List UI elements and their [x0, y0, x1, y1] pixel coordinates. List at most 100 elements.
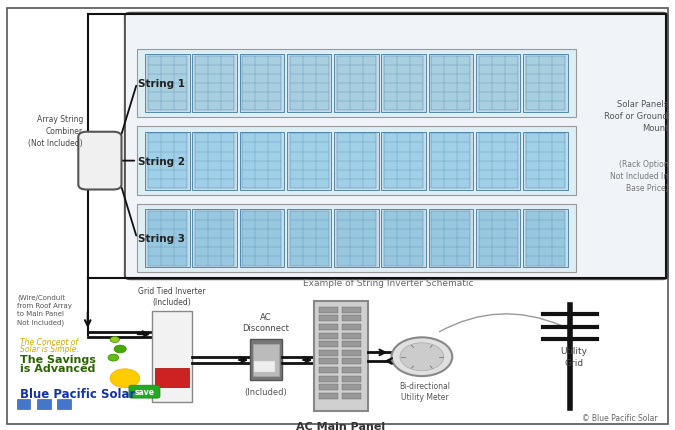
Bar: [17, 399, 30, 409]
Bar: [342, 393, 361, 399]
Bar: [342, 316, 361, 322]
Bar: [479, 56, 518, 111]
Bar: [287, 55, 331, 113]
Text: String 1: String 1: [138, 79, 186, 89]
Circle shape: [114, 345, 126, 353]
Circle shape: [108, 354, 119, 361]
Bar: [57, 399, 71, 409]
Bar: [195, 134, 234, 188]
Bar: [290, 134, 329, 188]
Text: String 3: String 3: [138, 233, 186, 244]
Bar: [240, 132, 284, 190]
Bar: [137, 49, 576, 118]
Bar: [319, 341, 338, 347]
Bar: [337, 56, 376, 111]
Bar: [381, 132, 426, 190]
Bar: [429, 132, 473, 190]
Text: The Savings: The Savings: [20, 354, 96, 364]
FancyBboxPatch shape: [129, 385, 160, 398]
Bar: [384, 56, 423, 111]
Bar: [476, 132, 520, 190]
Bar: [319, 324, 338, 330]
Text: AC Main Panel: AC Main Panel: [296, 421, 385, 430]
Text: is Advanced: is Advanced: [20, 363, 96, 374]
Bar: [334, 210, 379, 267]
Circle shape: [110, 337, 119, 343]
Circle shape: [400, 343, 443, 371]
Bar: [192, 210, 237, 267]
Bar: [342, 324, 361, 330]
Text: (Rack Option
Not Included In
Base Price): (Rack Option Not Included In Base Price): [610, 160, 668, 193]
Bar: [337, 134, 376, 188]
Bar: [290, 212, 329, 266]
Bar: [479, 212, 518, 266]
Bar: [429, 210, 473, 267]
Bar: [342, 376, 361, 382]
Bar: [253, 344, 279, 376]
Bar: [526, 56, 565, 111]
Bar: [319, 307, 338, 313]
Bar: [429, 55, 473, 113]
Bar: [287, 210, 331, 267]
Text: Blue Pacific Solar: Blue Pacific Solar: [20, 387, 136, 400]
Bar: [254, 361, 275, 372]
Bar: [319, 393, 338, 399]
Bar: [145, 132, 190, 190]
Bar: [523, 210, 568, 267]
Bar: [381, 210, 426, 267]
Bar: [240, 210, 284, 267]
Bar: [195, 212, 234, 266]
Bar: [242, 56, 281, 111]
Bar: [319, 333, 338, 339]
Text: AC
Disconnect: AC Disconnect: [242, 313, 290, 332]
Bar: [431, 56, 470, 111]
Bar: [155, 368, 189, 387]
Text: Example of String Inverter Schematic: Example of String Inverter Schematic: [303, 279, 473, 287]
Bar: [431, 212, 470, 266]
Bar: [384, 212, 423, 266]
FancyBboxPatch shape: [125, 14, 668, 280]
Bar: [242, 212, 281, 266]
Bar: [242, 134, 281, 188]
Bar: [342, 359, 361, 365]
Bar: [476, 55, 520, 113]
Bar: [319, 316, 338, 322]
Bar: [337, 212, 376, 266]
Bar: [342, 350, 361, 356]
Circle shape: [110, 369, 140, 388]
Bar: [137, 205, 576, 273]
Text: (Included): (Included): [244, 387, 288, 396]
Text: Bi-directional
Utility Meter: Bi-directional Utility Meter: [400, 381, 451, 402]
Bar: [523, 55, 568, 113]
Bar: [384, 134, 423, 188]
Bar: [342, 367, 361, 373]
Text: (Wire/Conduit
from Roof Array
to Main Panel
Not Included): (Wire/Conduit from Roof Array to Main Pa…: [17, 294, 72, 325]
Bar: [319, 376, 338, 382]
Bar: [145, 55, 190, 113]
Bar: [250, 340, 282, 381]
Bar: [148, 134, 187, 188]
Bar: [319, 359, 338, 365]
Text: © Blue Pacific Solar: © Blue Pacific Solar: [583, 413, 658, 421]
Text: String 2: String 2: [138, 156, 186, 166]
Bar: [319, 350, 338, 356]
Text: save: save: [134, 387, 155, 396]
Bar: [319, 367, 338, 373]
Text: The Concept of: The Concept of: [20, 338, 78, 346]
Text: Utility
Grid: Utility Grid: [560, 346, 587, 367]
Bar: [287, 132, 331, 190]
Bar: [37, 399, 51, 409]
Text: Array String
Combiner
(Not Included): Array String Combiner (Not Included): [28, 115, 83, 147]
Bar: [334, 55, 379, 113]
Bar: [342, 307, 361, 313]
Bar: [342, 341, 361, 347]
Bar: [431, 134, 470, 188]
Bar: [342, 384, 361, 390]
Bar: [526, 212, 565, 266]
Bar: [342, 333, 361, 339]
Circle shape: [392, 338, 452, 376]
Bar: [137, 127, 576, 195]
Bar: [479, 134, 518, 188]
Bar: [319, 384, 338, 390]
Bar: [240, 55, 284, 113]
